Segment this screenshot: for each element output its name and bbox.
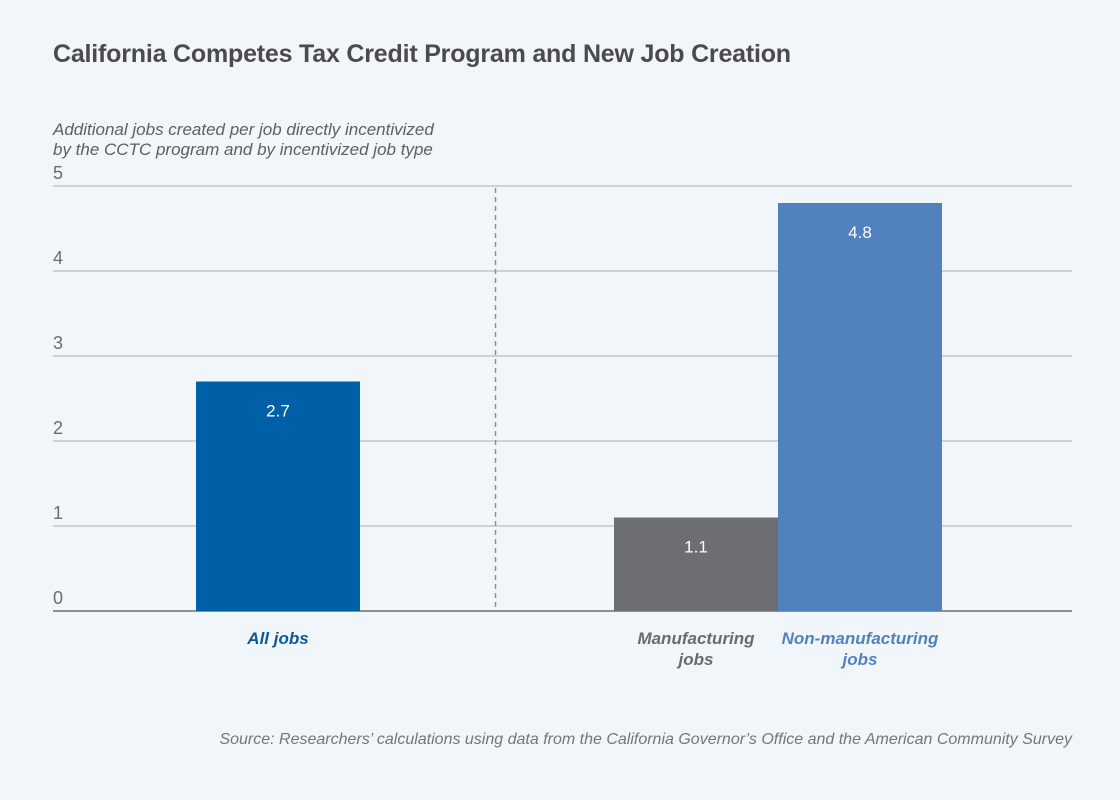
y-tick-label: 1 <box>53 503 63 523</box>
data-label: 1.1 <box>684 538 708 557</box>
category-label: Non-manufacturing jobs <box>782 629 939 669</box>
y-axis-label-line-2: by the CCTC program and by incentivized … <box>53 140 433 159</box>
y-tick-label: 4 <box>53 248 63 268</box>
bar-manufacturing-jobs <box>614 517 778 611</box>
bars <box>196 203 942 611</box>
category-labels: All jobs Manufacturing jobsNon-manufacturi… <box>246 629 939 669</box>
y-tick-label: 0 <box>53 588 63 608</box>
data-labels: 2.7 1.1 4.8 <box>266 223 872 557</box>
y-axis-label-line-1: Additional jobs created per job directly… <box>53 120 434 139</box>
y-tick-label: 2 <box>53 418 63 438</box>
y-tick-labels: 0 1 2 3 4 5 <box>53 163 63 608</box>
category-label-line: jobs <box>677 650 714 669</box>
category-label: Manufacturing jobs <box>637 629 755 669</box>
bar-all-jobs <box>196 381 360 611</box>
y-tick-label: 3 <box>53 333 63 353</box>
category-label-line: Non-manufacturing <box>782 629 939 648</box>
chart-title: California Competes Tax Credit Program a… <box>53 40 791 68</box>
category-label: All jobs <box>246 629 308 648</box>
category-label-line: jobs <box>841 650 878 669</box>
y-axis-label: Additional jobs created per job directly… <box>53 120 434 160</box>
category-label-line: Manufacturing <box>637 629 755 648</box>
y-tick-label: 5 <box>53 163 63 183</box>
data-label: 4.8 <box>848 223 872 242</box>
bar-non-manufacturing-jobs <box>778 203 942 611</box>
category-label-line: All jobs <box>246 629 308 648</box>
source-note: Source: Researchers’ calculations using … <box>219 731 1072 748</box>
data-label: 2.7 <box>266 402 290 421</box>
